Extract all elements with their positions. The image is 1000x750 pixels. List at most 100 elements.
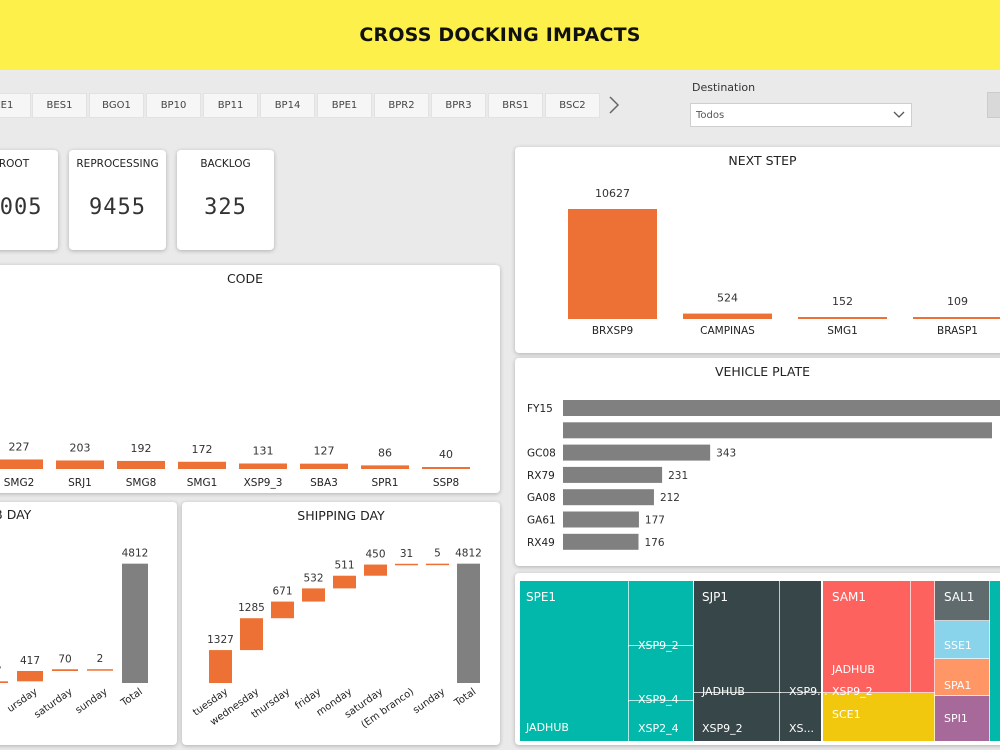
kpi-card-backlog: BACKLOG 325 xyxy=(177,150,274,250)
vehicle-plate-chart: FY15 GC08 343 RX79 231 GA08 212 GA61 177 RX49 176 xyxy=(527,400,1000,550)
code-bar xyxy=(239,463,287,469)
chart-title: SHIPPING DAY xyxy=(297,508,385,523)
treemap: SPE1 XSP9_2 XSP9_4 XSP2_4 JADHUB SJP1 JADHUB XS… xyxy=(519,580,1000,742)
filter-toggle-button[interactable] xyxy=(987,92,1000,118)
treemap-tile[interactable] xyxy=(628,580,694,647)
slicer-button-bsc2[interactable]: BSC2 xyxy=(545,93,600,118)
next-step-chart: 10627 BRXSP9 524 CAMPINAS 152 SMG1 109 BRASP1 xyxy=(568,187,1000,337)
slicer-button-bgo1[interactable]: BGO1 xyxy=(89,93,144,118)
code-category-label: SBA3 xyxy=(310,477,338,489)
vehicle-plate-bar xyxy=(563,400,1000,416)
waterfall-data-label: 1327 xyxy=(207,634,234,646)
next-step-bar xyxy=(683,313,772,319)
waterfall-bar xyxy=(271,601,294,619)
treemap-tile[interactable] xyxy=(779,580,822,694)
waterfall-data-label: 2 xyxy=(97,653,104,665)
treemap-tile[interactable] xyxy=(693,692,781,742)
vehicle-plate-chart-card: VEHICLE PLATE FY15 GC08 343 RX79 231 GA08 212 G… xyxy=(515,358,1000,566)
vehicle-plate-data-label: 231 xyxy=(668,470,688,482)
treemap-label: XSP9... xyxy=(789,685,828,698)
slicer-button-bp10[interactable]: BP10 xyxy=(146,93,201,118)
next-step-category-label: CAMPINAS xyxy=(700,325,755,337)
code-data-label: 172 xyxy=(192,443,213,456)
treemap-label: XSP9_2 xyxy=(832,685,873,698)
vehicle-plate-category-label: RX79 xyxy=(527,470,555,482)
treemap-tile[interactable] xyxy=(934,580,991,622)
waterfall-data-label: 4812 xyxy=(455,548,482,560)
treemap-label: SJP1 xyxy=(702,590,729,604)
code-bar xyxy=(0,459,43,469)
treemap-label: SSE1 xyxy=(944,639,972,652)
treemap-label: XSP2_4 xyxy=(638,722,679,735)
next-step-data-label: 10627 xyxy=(595,187,630,200)
slicer-button-bpr3[interactable]: BPR3 xyxy=(431,93,486,118)
slicer-button-brs1[interactable]: BRS1 xyxy=(488,93,543,118)
code-data-label: 40 xyxy=(439,448,453,461)
slicer-button-bp14[interactable]: BP14 xyxy=(260,93,315,118)
code-data-label: 192 xyxy=(131,442,152,455)
next-step-bar xyxy=(913,317,1000,319)
treemap-label: SAM1 xyxy=(832,590,867,604)
waterfall-bar xyxy=(87,669,113,671)
vehicle-plate-category-label: RX49 xyxy=(527,537,555,549)
next-step-data-label: 109 xyxy=(947,295,968,308)
waterfall-data-label: 417 xyxy=(20,655,40,667)
destination-label: Destination xyxy=(692,81,756,94)
treemap-tile[interactable] xyxy=(693,580,781,694)
waterfall-bar xyxy=(0,681,8,683)
code-data-label: 131 xyxy=(253,444,274,457)
treemap-tile[interactable] xyxy=(989,580,1000,742)
treemap-tile[interactable] xyxy=(628,645,694,702)
vehicle-plate-data-label: 176 xyxy=(645,537,665,549)
code-bar xyxy=(56,460,104,469)
treemap-tile[interactable] xyxy=(779,692,822,742)
code-data-label: 86 xyxy=(378,446,392,459)
treemap-label: SCE1 xyxy=(832,708,861,721)
kpi-value: 325 xyxy=(204,195,247,220)
waterfall-category-label: Total xyxy=(452,686,478,709)
waterfall-bar xyxy=(333,575,356,589)
treemap-tile[interactable] xyxy=(628,700,694,742)
next-step-chart-card: NEXT STEP 10627 BRXSP9 524 CAMPINAS 152 SMG1 1… xyxy=(515,147,1000,353)
treemap-tile[interactable] xyxy=(822,580,912,694)
code-category-label: XSP9_3 xyxy=(244,477,283,489)
waterfall-bar xyxy=(209,650,232,683)
page-header: CROSS DOCKING IMPACTS xyxy=(0,0,1000,70)
slicer-button-bpe1[interactable]: BPE1 xyxy=(317,93,372,118)
treemap-label: SAL1 xyxy=(944,590,975,604)
slicer-button-ce1[interactable]: CE1 xyxy=(0,93,31,118)
chevron-right-icon[interactable] xyxy=(604,94,624,116)
next-step-data-label: 152 xyxy=(832,295,853,308)
vehicle-plate-bar xyxy=(563,422,992,439)
waterfall-data-label: 4812 xyxy=(122,548,149,560)
code-category-label: SMG2 xyxy=(4,477,35,489)
treemap-tile[interactable] xyxy=(519,580,630,742)
treemap-tile[interactable] xyxy=(934,695,991,742)
treemap-label: XSP9_2 xyxy=(638,639,679,652)
code-category-label: SMG8 xyxy=(126,477,157,489)
treemap-card: SPE1 XSP9_2 XSP9_4 XSP2_4 JADHUB SJP1 JADHUB XS… xyxy=(515,573,1000,745)
next-step-bar xyxy=(798,317,887,319)
chart-title: VEHICLE PLATE xyxy=(714,364,810,379)
treemap-tile[interactable] xyxy=(822,692,936,742)
vehicle-plate-bar xyxy=(563,533,639,550)
waterfall-bar xyxy=(240,618,263,651)
slicer-button-bp11[interactable]: BP11 xyxy=(203,93,258,118)
code-category-label: SRJ1 xyxy=(68,477,92,489)
next-step-category-label: BRASP1 xyxy=(937,325,978,337)
destination-select[interactable]: Todos xyxy=(690,103,912,127)
waterfall-data-label: 532 xyxy=(303,572,323,584)
treemap-label: SPA1 xyxy=(944,679,972,692)
waterfall-bar xyxy=(364,564,387,576)
slicer-button-bpr2[interactable]: BPR2 xyxy=(374,93,429,118)
treemap-tile[interactable] xyxy=(934,620,991,660)
waterfall-bar xyxy=(122,563,148,683)
waterfall-bar xyxy=(426,563,449,566)
treemap-tile[interactable] xyxy=(934,658,991,697)
code-data-label: 203 xyxy=(70,441,91,454)
waterfall-category-label: saturday xyxy=(32,686,74,720)
slicer-button-bes1[interactable]: BES1 xyxy=(32,93,87,118)
treemap-tile[interactable] xyxy=(910,580,936,694)
destination-value: Todos xyxy=(696,109,725,121)
treemap-label: JADHUB xyxy=(526,721,569,734)
